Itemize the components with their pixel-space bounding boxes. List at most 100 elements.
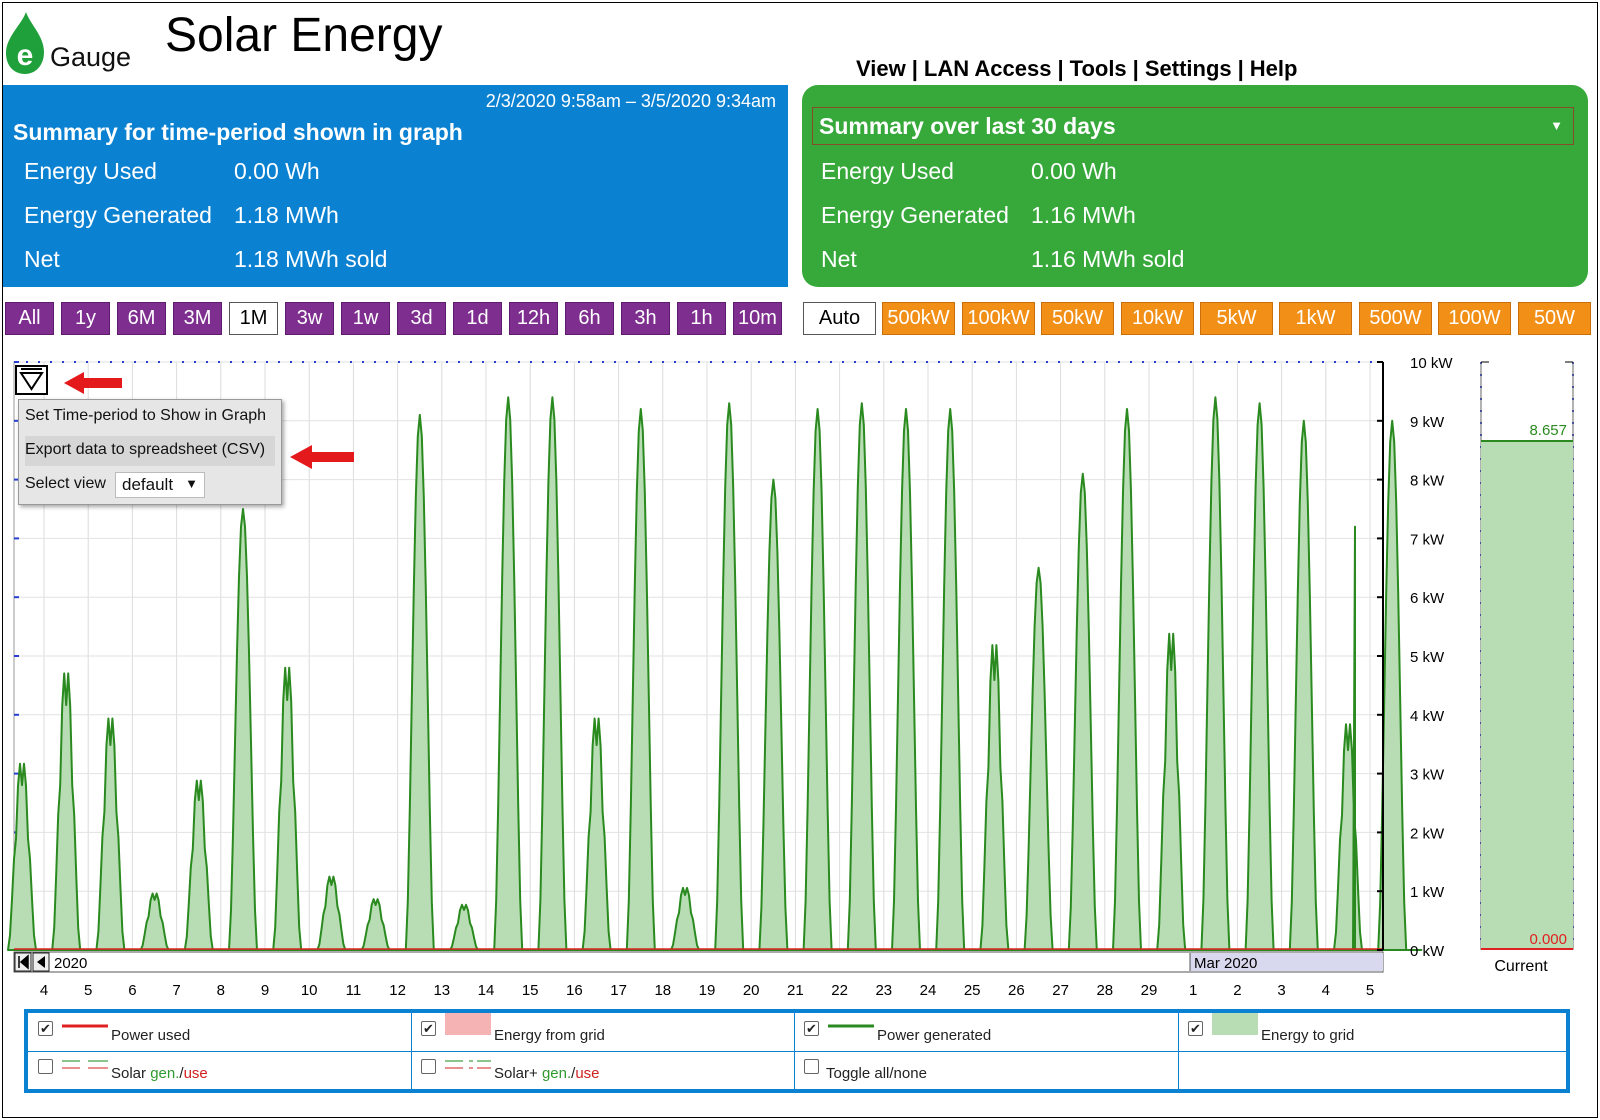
nav-lan-access[interactable]: LAN Access bbox=[923, 56, 1052, 81]
legend-solar[interactable]: Solar gen./use bbox=[28, 1051, 411, 1089]
y-tick-label: 8 kW bbox=[1410, 473, 1445, 490]
legend-energy-from-grid[interactable]: ✔ Energy from grid bbox=[411, 1013, 794, 1051]
x-tick-label: 21 bbox=[787, 982, 804, 999]
time-button-1y[interactable]: 1y bbox=[61, 302, 110, 335]
legend-toggle-all[interactable]: Toggle all/none bbox=[794, 1051, 1178, 1089]
x-tick-label: 6 bbox=[128, 982, 136, 999]
x-tick-label: 19 bbox=[699, 982, 716, 999]
pink-area-swatch-icon bbox=[445, 1013, 491, 1035]
nav-separator: | bbox=[1132, 56, 1139, 81]
x-tick-label: 10 bbox=[301, 982, 318, 999]
time-button-1d[interactable]: 1d bbox=[453, 302, 502, 335]
power-chart: 10 kW 9 kW 8 kW 7 kW 6 kW 5 kW 4 kW 3 kW 2 kW 1 k… bbox=[0, 350, 1600, 1000]
scale-button-1kw[interactable]: 1kW bbox=[1279, 302, 1352, 335]
time-button-3m[interactable]: 3M bbox=[173, 302, 222, 335]
scale-button-500kw[interactable]: 500kW bbox=[882, 302, 955, 335]
x-tick-label: 16 bbox=[566, 982, 583, 999]
time-button-1m[interactable]: 1M bbox=[229, 302, 278, 335]
row-label: Energy Used bbox=[24, 158, 157, 184]
row-value: 1.18 MWh bbox=[234, 202, 339, 228]
egauge-logo: e Gauge bbox=[4, 10, 144, 80]
scale-button-500w[interactable]: 500W bbox=[1359, 302, 1432, 335]
y-tick-label: 10 kW bbox=[1410, 355, 1453, 372]
first-page-icon bbox=[18, 954, 29, 970]
nav-tools[interactable]: Tools bbox=[1069, 56, 1127, 81]
time-button-12h[interactable]: 12h bbox=[509, 302, 558, 335]
scale-button-auto[interactable]: Auto bbox=[803, 302, 876, 335]
checkbox[interactable] bbox=[804, 1059, 819, 1074]
scale-button-100w[interactable]: 100W bbox=[1438, 302, 1511, 335]
green-area-swatch-icon bbox=[1212, 1013, 1258, 1035]
x-tick-label: 13 bbox=[433, 982, 450, 999]
nav-settings[interactable]: Settings bbox=[1144, 56, 1232, 81]
time-button-1w[interactable]: 1w bbox=[341, 302, 390, 335]
checkbox[interactable]: ✔ bbox=[804, 1021, 819, 1036]
graph-menu-toggle[interactable] bbox=[15, 365, 48, 395]
time-button-3h[interactable]: 3h bbox=[621, 302, 670, 335]
checkbox[interactable] bbox=[421, 1059, 436, 1074]
select-view-dropdown[interactable]: default ▼ bbox=[115, 472, 205, 498]
prev-page-icon bbox=[37, 956, 45, 968]
checkbox[interactable]: ✔ bbox=[421, 1021, 436, 1036]
legend-label: Power generated bbox=[877, 1027, 992, 1044]
scale-button-100kw[interactable]: 100kW bbox=[962, 302, 1035, 335]
row-value: 1.16 MWh sold bbox=[1031, 246, 1185, 272]
menu-set-time-period[interactable]: Set Time-period to Show in Graph bbox=[25, 407, 267, 424]
scale-button-50kw[interactable]: 50kW bbox=[1041, 302, 1114, 335]
current-label: Current bbox=[1494, 958, 1548, 975]
x-tick-label: 20 bbox=[743, 982, 760, 999]
x-tick-label: 15 bbox=[522, 982, 539, 999]
time-button-all[interactable]: All bbox=[5, 302, 54, 335]
y-tick-label: 2 kW bbox=[1410, 825, 1445, 842]
scale-button-10kw[interactable]: 10kW bbox=[1121, 302, 1194, 335]
time-button-3w[interactable]: 3w bbox=[285, 302, 334, 335]
row-value: 0.00 Wh bbox=[1031, 158, 1117, 184]
scale-button-50w[interactable]: 50W bbox=[1518, 302, 1591, 335]
x-tick-label: 11 bbox=[346, 982, 362, 999]
x-tick-label: 2 bbox=[1233, 982, 1241, 999]
scale-button-5kw[interactable]: 5kW bbox=[1200, 302, 1273, 335]
legend-power-generated[interactable]: ✔ Power generated bbox=[794, 1013, 1178, 1051]
x-tick-label: 5 bbox=[84, 982, 92, 999]
time-button-6h[interactable]: 6h bbox=[565, 302, 614, 335]
row-label: Net bbox=[821, 246, 857, 272]
gen-text: gen. bbox=[541, 1065, 572, 1082]
legend-power-used[interactable]: ✔ Power used bbox=[28, 1013, 411, 1051]
summary-period-select[interactable]: Summary over last 30 days ▼ bbox=[812, 107, 1574, 145]
checkbox[interactable]: ✔ bbox=[1188, 1021, 1203, 1036]
legend-label: Toggle all/none bbox=[826, 1065, 927, 1082]
time-button-6m[interactable]: 6M bbox=[117, 302, 166, 335]
series-legend: ✔ Power used ✔ Energy from grid ✔ Power … bbox=[24, 1009, 1570, 1093]
current-used-label: 0.000 bbox=[1529, 931, 1567, 948]
x-tick-label: 7 bbox=[172, 982, 180, 999]
legend-solar-plus[interactable]: Solar+ gen./use bbox=[411, 1051, 794, 1089]
page-title: Solar Energy bbox=[165, 9, 443, 62]
dropdown-arrow-icon: ▼ bbox=[185, 476, 198, 491]
x-tick-label: 26 bbox=[1008, 982, 1025, 999]
checkbox[interactable] bbox=[38, 1059, 53, 1074]
red-line-swatch-icon bbox=[62, 1024, 108, 1028]
summary-period-value: Summary over last 30 days bbox=[819, 113, 1116, 139]
legend-label-text: Solar+ bbox=[494, 1065, 538, 1082]
red-arrow-icon bbox=[290, 445, 354, 469]
power-generated-area bbox=[7, 396, 1423, 951]
legend-label: Power used bbox=[111, 1027, 191, 1044]
svg-text:e: e bbox=[17, 39, 34, 72]
legend-label-text: Solar bbox=[111, 1065, 147, 1082]
checkbox[interactable]: ✔ bbox=[38, 1021, 53, 1036]
menu-export-csv[interactable]: Export data to spreadsheet (CSV) bbox=[25, 436, 275, 466]
nav-view[interactable]: View bbox=[856, 56, 906, 81]
x-tick-label: 27 bbox=[1052, 982, 1069, 999]
legend-label: Solar+ gen./use bbox=[494, 1065, 600, 1082]
gen-text: gen. bbox=[150, 1065, 180, 1082]
time-button-3d[interactable]: 3d bbox=[397, 302, 446, 335]
nav-help[interactable]: Help bbox=[1249, 56, 1298, 81]
dropdown-arrow-icon: ▼ bbox=[1550, 118, 1563, 133]
legend-divider bbox=[411, 1013, 412, 1089]
time-button-10m[interactable]: 10m bbox=[733, 302, 782, 335]
select-view-value: default bbox=[122, 475, 174, 494]
legend-energy-to-grid[interactable]: ✔ Energy to grid bbox=[1178, 1013, 1566, 1051]
x-tick-label: 14 bbox=[478, 982, 495, 999]
time-button-1h[interactable]: 1h bbox=[677, 302, 726, 335]
x-tick-label: 25 bbox=[964, 982, 981, 999]
